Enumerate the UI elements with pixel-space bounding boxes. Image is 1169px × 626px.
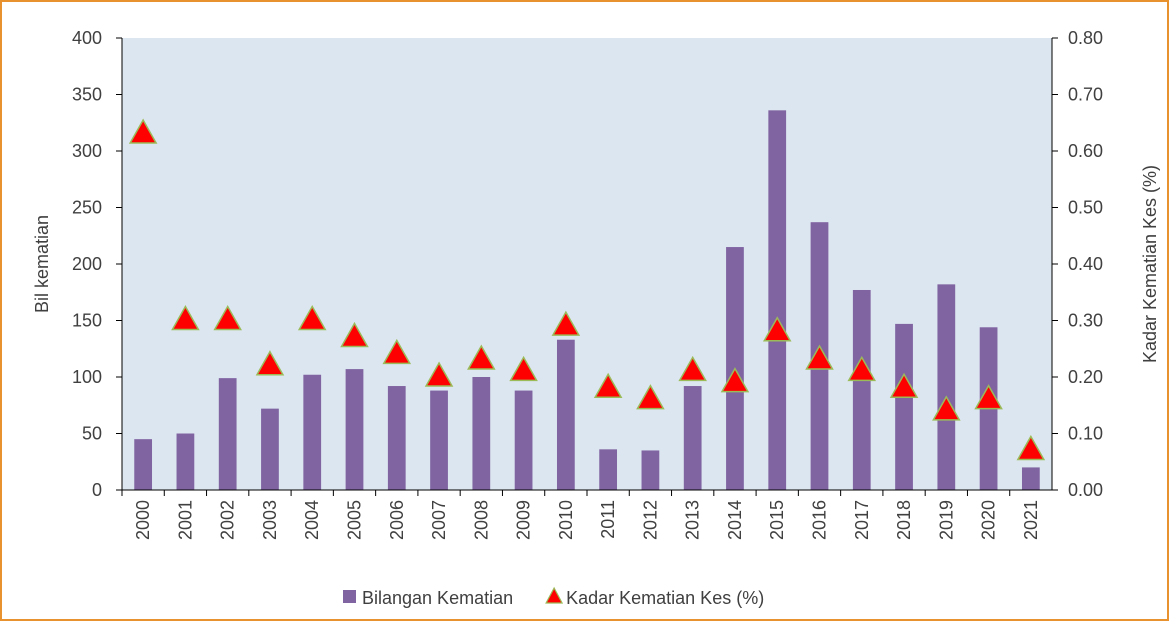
x-tick-label: 2003 [260,500,280,540]
marker [974,384,1003,410]
x-tick-label: 2008 [471,500,491,540]
y-tick-label: 350 [72,85,102,105]
legend-swatch [545,586,564,604]
y2-tick-label: 0.70 [1068,85,1103,105]
x-tick-label: 2011 [598,500,618,539]
marker [128,118,158,144]
y-tick-label: 250 [72,198,102,218]
x-tick-label: 2017 [852,500,872,540]
chart-content: 0 50 100 150 200 250 300 350 400 0.00 0.10 0.20 0.30… [32,28,1160,608]
marker [889,372,919,399]
legend-label: Kadar Kematian Kes (%) [566,588,764,608]
marker [340,321,369,348]
x-tick-label: 2007 [429,500,449,540]
y2-tick-label: 0.30 [1068,311,1103,331]
bar [852,289,871,490]
legend-swatch [343,590,356,603]
marker [509,355,538,382]
x-tick-label: 2002 [218,500,238,540]
y-tick-label: 300 [72,141,102,161]
marker [847,355,877,382]
y-axis-title: Bil kematian [32,215,52,313]
bar [683,386,702,490]
marker [255,350,285,376]
legend-label: Bilangan Kematian [362,588,513,608]
bar [472,377,491,490]
marker [720,367,750,393]
bar [387,386,406,490]
x-tick-label: 2014 [725,500,745,540]
y-tick-label: 150 [72,311,102,331]
bar [430,390,448,490]
bar [895,323,913,490]
marker [382,338,412,365]
marker [424,361,454,387]
marker [932,395,961,421]
x-tick-label: 2005 [345,500,365,540]
marker [297,304,327,331]
marker [593,372,623,399]
y-tick-label: 100 [72,367,102,387]
y-tick-label: 400 [72,28,102,48]
bar [1021,467,1040,490]
x-tick-label: 2001 [175,500,195,540]
x-tick-label: 2018 [894,500,914,540]
y2-tick-label: 0.80 [1068,28,1103,48]
x-tick-label: 2013 [683,500,703,540]
y2-tick-label: 0.00 [1068,480,1103,500]
marker [636,384,665,410]
x-tick-label: 2020 [979,500,999,540]
marker [1016,434,1046,461]
x-tick-label: 2012 [640,500,660,540]
x-tick-label: 2015 [767,500,787,540]
x-tick-label: 2019 [936,500,956,540]
bar [937,284,956,490]
y2-tick-label: 0.50 [1068,198,1103,218]
y-tick-label: 200 [72,254,102,274]
marker [171,304,200,331]
y2-tick-label: 0.10 [1068,424,1103,444]
bar [176,433,195,490]
y2-axis-title: Kadar Kematian Kes (%) [1140,165,1160,363]
x-tick-label: 2021 [1021,500,1041,540]
x-tick-label: 2010 [556,500,576,540]
bar [261,408,279,490]
bar [303,374,322,490]
x-tick-label: 2009 [514,500,534,540]
y2-tick-label: 0.60 [1068,141,1103,161]
marker [467,344,496,370]
bar [134,439,153,490]
x-tick-label: 2016 [810,500,830,540]
x-tick-label: 2000 [133,500,153,540]
marker [213,304,242,331]
bar [345,369,364,490]
bar [556,339,575,490]
bar [218,378,237,490]
marker [805,344,834,370]
x-tick-label: 2004 [302,500,322,540]
marker [551,310,581,336]
marker [762,316,792,342]
bar [768,110,787,490]
y2-tick-label: 0.20 [1068,367,1103,387]
marker [678,355,707,382]
bar [599,449,618,490]
y-tick-label: 0 [92,480,102,500]
bar [641,450,660,490]
y-tick-label: 50 [82,424,102,444]
x-tick-label: 2006 [387,500,407,540]
y2-tick-label: 0.40 [1068,254,1103,274]
bar [514,390,533,490]
